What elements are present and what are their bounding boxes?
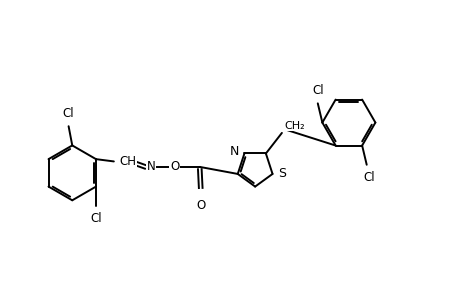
- Text: O: O: [196, 199, 205, 212]
- Text: CH: CH: [119, 155, 136, 168]
- Text: Cl: Cl: [311, 84, 323, 97]
- Text: S: S: [277, 167, 285, 180]
- Text: Cl: Cl: [90, 212, 101, 225]
- Text: N: N: [229, 145, 238, 158]
- Text: N: N: [146, 160, 155, 173]
- Text: Cl: Cl: [62, 107, 74, 120]
- Text: O: O: [170, 160, 179, 173]
- Text: CH₂: CH₂: [284, 121, 304, 130]
- Text: Cl: Cl: [363, 171, 374, 184]
